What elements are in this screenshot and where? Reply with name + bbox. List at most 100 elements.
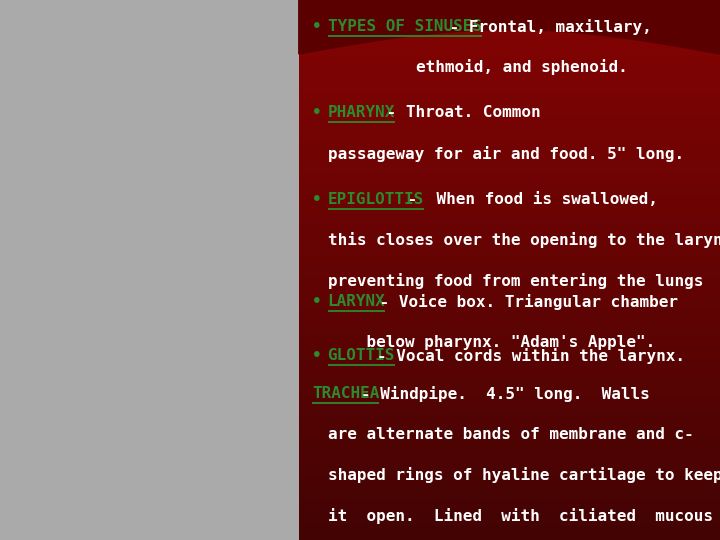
Bar [299, 138, 720, 144]
Bar [299, 462, 720, 468]
Bar [299, 224, 720, 230]
Bar [299, 201, 720, 207]
Bar [299, 8, 720, 14]
Bar [299, 521, 720, 526]
Bar [299, 17, 720, 23]
Bar [299, 413, 720, 418]
Bar [299, 107, 720, 112]
Bar [299, 323, 720, 328]
Bar [299, 174, 720, 180]
Bar [299, 165, 720, 171]
Bar [299, 498, 720, 504]
Bar [299, 84, 720, 90]
Text: •: • [312, 294, 321, 309]
Bar [299, 0, 720, 4]
Bar [299, 449, 720, 455]
Text: - Frontal, maxillary,: - Frontal, maxillary, [441, 19, 652, 35]
Bar [299, 390, 720, 396]
Bar [299, 192, 720, 198]
Bar [299, 184, 720, 189]
Bar [299, 481, 720, 486]
Bar [299, 417, 720, 423]
Bar [299, 336, 720, 342]
Text: TYPES OF SINUSES: TYPES OF SINUSES [328, 19, 482, 34]
Bar [299, 444, 720, 450]
Bar [299, 206, 720, 212]
Bar [299, 233, 720, 239]
Bar [299, 228, 720, 234]
Text: passageway for air and food. 5" long.: passageway for air and food. 5" long. [328, 146, 684, 162]
Bar [299, 422, 720, 428]
Bar [299, 300, 720, 306]
Bar [299, 49, 720, 54]
Bar [299, 219, 720, 225]
Bar [299, 211, 720, 216]
Bar [299, 368, 720, 374]
Text: - Windpipe.  4.5" long.  Walls: - Windpipe. 4.5" long. Walls [361, 386, 650, 402]
Bar [299, 157, 720, 162]
Bar [299, 508, 720, 513]
Bar [299, 381, 720, 387]
Text: •: • [312, 19, 321, 34]
Bar [299, 516, 720, 522]
Bar [299, 319, 720, 324]
Bar [299, 53, 720, 58]
Bar [299, 130, 720, 135]
Polygon shape [299, 0, 720, 54]
Text: TRACHEA: TRACHEA [312, 386, 379, 401]
Bar [299, 292, 720, 297]
Bar [299, 125, 720, 131]
Bar [299, 512, 720, 517]
Bar [299, 197, 720, 202]
Bar [299, 255, 720, 261]
Bar [299, 98, 720, 104]
Text: it  open.  Lined  with  ciliated  mucous: it open. Lined with ciliated mucous [328, 508, 713, 524]
Text: this closes over the opening to the larynx,: this closes over the opening to the lary… [328, 232, 720, 248]
Bar [299, 525, 720, 531]
Bar [299, 3, 720, 9]
Bar [299, 408, 720, 414]
Bar [299, 373, 720, 378]
Bar [299, 431, 720, 436]
Text: - Vocal cords within the larynx.: - Vocal cords within the larynx. [377, 348, 685, 364]
Bar [299, 103, 720, 108]
Bar [299, 111, 720, 117]
Bar [299, 80, 720, 85]
Bar [299, 26, 720, 31]
Bar [299, 435, 720, 441]
Bar [299, 314, 720, 320]
Bar [299, 296, 720, 301]
Bar [299, 242, 720, 247]
Text: below pharynx. "Adam's Apple".: below pharynx. "Adam's Apple". [328, 335, 655, 350]
Bar [299, 400, 720, 405]
Bar [299, 476, 720, 482]
Bar [299, 66, 720, 72]
Text: - Voice box. Triangular chamber: - Voice box. Triangular chamber [370, 294, 678, 310]
Bar [299, 238, 720, 243]
Bar [299, 188, 720, 193]
Bar [299, 354, 720, 360]
Bar [299, 530, 720, 536]
Bar [299, 346, 720, 351]
Bar [299, 458, 720, 463]
Text: PHARYNX: PHARYNX [328, 105, 395, 120]
Bar [299, 377, 720, 382]
Bar [299, 535, 720, 540]
Bar [299, 287, 720, 293]
Bar [299, 246, 720, 252]
Bar [299, 305, 720, 310]
Text: •: • [312, 348, 321, 363]
Text: shaped rings of hyaline cartilage to keep: shaped rings of hyaline cartilage to kee… [328, 467, 720, 483]
Bar [299, 350, 720, 355]
Bar [299, 120, 720, 126]
Bar [299, 327, 720, 333]
Bar [299, 76, 720, 81]
Text: •: • [312, 192, 321, 207]
Bar [299, 278, 720, 284]
Text: - Throat. Common: - Throat. Common [377, 105, 541, 120]
Bar [299, 282, 720, 288]
Bar [299, 134, 720, 139]
Bar [299, 89, 720, 94]
Bar [299, 57, 720, 63]
Text: are alternate bands of membrane and c-: are alternate bands of membrane and c- [328, 427, 693, 442]
